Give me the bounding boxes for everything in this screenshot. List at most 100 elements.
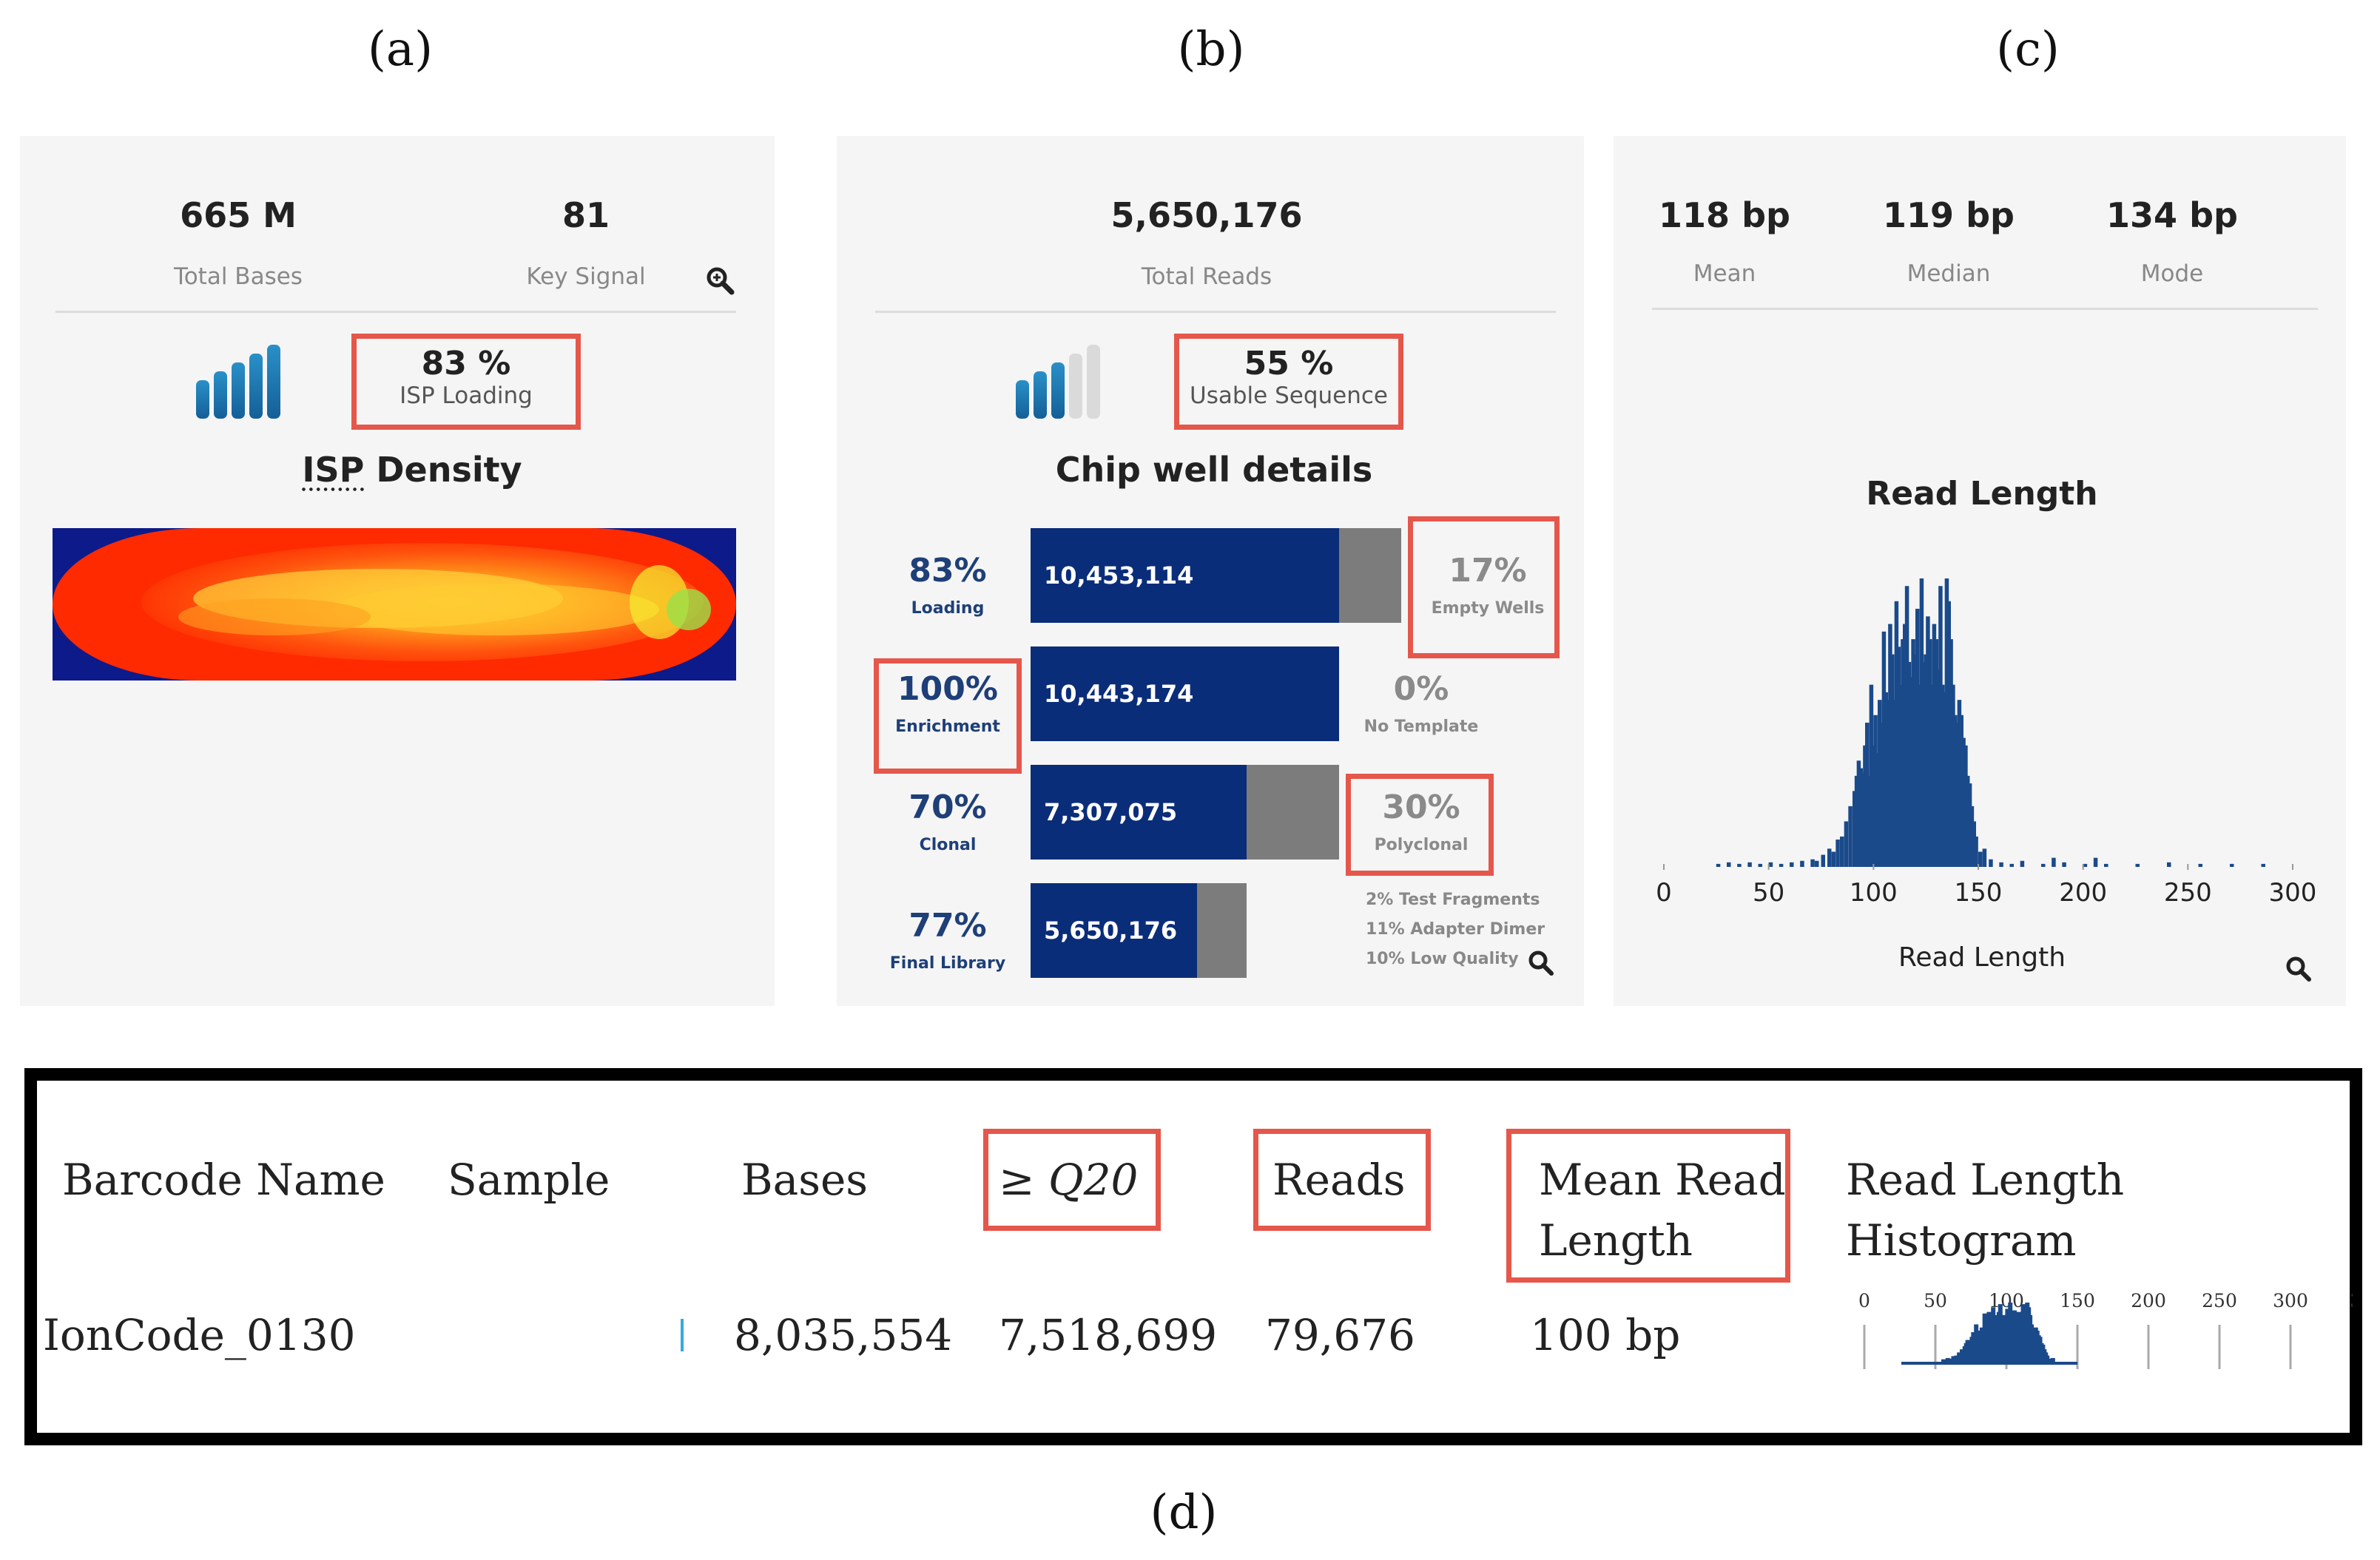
histogram-bar	[1957, 700, 1962, 867]
histogram-bar	[1800, 860, 1804, 867]
histogram-bar	[1856, 760, 1861, 867]
mean-label: Mean	[1693, 260, 1756, 287]
mini-histogram-bar	[1951, 1356, 1956, 1362]
cell-mean-length: 100 bp	[1530, 1310, 1681, 1360]
histogram-bar	[1941, 684, 1945, 867]
histogram-bar	[1921, 661, 1926, 867]
histogram-bar	[1894, 601, 1899, 867]
histogram-bar	[1955, 723, 1960, 867]
histogram-bar	[1949, 639, 1953, 867]
empty-wells-pct: 17%	[1449, 552, 1527, 590]
histogram-bar	[1758, 863, 1762, 867]
cell-bases: 8,035,554	[734, 1310, 953, 1360]
divider	[55, 311, 736, 313]
no-template-pct: 0%	[1393, 670, 1449, 708]
zoom-icon[interactable]	[1528, 950, 1554, 976]
histogram-bar	[1907, 661, 1912, 867]
histogram-bar	[1934, 639, 1938, 867]
median-label: Median	[1907, 260, 1991, 287]
barcode-table: Barcode Name Sample Bases ≥ Q20 Reads Me…	[24, 1068, 2362, 1445]
clonal-pct: 70%	[908, 789, 987, 826]
x-tick-label: 100	[1850, 878, 1898, 908]
final-library-bar[interactable]: 5,650,176	[1031, 883, 1197, 978]
cell-barcode[interactable]: IonCode_0130	[43, 1310, 356, 1360]
clonal-label: Clonal	[919, 836, 977, 854]
histogram-bar	[1863, 745, 1867, 867]
histogram-bar	[1961, 737, 1966, 867]
x-axis-ticks: 0 50 100 150 200 250 300	[1656, 864, 2316, 908]
histogram-bar	[2083, 863, 2088, 867]
isp-density-heatmap[interactable]	[53, 528, 736, 681]
header-read-length-histogram: Read Length Histogram	[1846, 1155, 2125, 1266]
header-bases: Bases	[741, 1155, 869, 1205]
text-cursor	[681, 1319, 684, 1351]
histogram-bar	[2261, 863, 2265, 867]
loading-pct: 83%	[908, 552, 987, 590]
total-reads-label: Total Reads	[1141, 263, 1272, 290]
header-sample: Sample	[448, 1155, 610, 1205]
mini-histogram-bar	[1954, 1355, 1959, 1362]
empty-wells-highlight	[1408, 516, 1560, 658]
histogram-bar	[1919, 578, 1924, 867]
enrichment-highlight	[874, 658, 1022, 774]
isp-loading-label: ISP Loading	[400, 382, 533, 409]
histogram-bar	[1878, 700, 1882, 867]
isp-loading-highlight	[351, 334, 581, 430]
histogram-bar	[1951, 684, 1955, 867]
isp-density-title: ISP Density	[302, 450, 522, 490]
final-library-count: 5,650,176	[1044, 916, 1178, 945]
histogram-bar	[2135, 863, 2140, 867]
histogram-bar	[1982, 848, 1987, 867]
polyclonal-bar[interactable]	[1247, 765, 1339, 860]
mini-histogram-bar	[2045, 1355, 2050, 1362]
x-tick-label: 300	[2269, 878, 2317, 908]
loading-count: 10,453,114	[1044, 561, 1194, 590]
no-template-label: No Template	[1363, 717, 1479, 736]
key-signal-value: 81	[562, 195, 610, 235]
total-bases-value: 665 M	[180, 195, 297, 235]
histogram-bar	[1909, 677, 1913, 867]
histogram-bar	[1886, 700, 1890, 867]
histogram-bar	[1747, 862, 1752, 867]
divider	[875, 311, 1556, 313]
histogram-bar	[2104, 863, 2108, 867]
loading-bar[interactable]: 10,453,114	[1031, 528, 1339, 623]
histogram-bar	[1848, 806, 1853, 867]
signal-bars-icon	[1016, 345, 1100, 419]
empty-wells-bar[interactable]	[1339, 528, 1401, 623]
mini-histogram-bars	[1941, 1303, 2055, 1362]
mini-histogram-bar	[1957, 1352, 1962, 1362]
mode-label: Mode	[2140, 260, 2204, 287]
x-tick-label: 200	[2059, 878, 2107, 908]
note-test-fragments: 2% Test Fragments	[1366, 891, 1540, 909]
histogram-bar	[1915, 609, 1920, 867]
mini-histogram-bar	[1948, 1358, 1953, 1362]
mini-read-length-histogram[interactable]: 05010015020025030035	[1820, 1288, 2353, 1391]
histogram-bar	[1936, 669, 1941, 867]
mini-x-ticks: 05010015020025030035	[1858, 1290, 2353, 1369]
polyclonal-pct: 30%	[1382, 789, 1460, 826]
histogram-bar	[1884, 692, 1888, 867]
histogram-bar	[2167, 862, 2171, 867]
mean-value: 118 bp	[1659, 195, 1790, 235]
total-bases-label: Total Bases	[174, 263, 303, 290]
loading-label: Loading	[911, 599, 985, 618]
zoom-icon[interactable]	[706, 266, 735, 296]
q20-highlight	[983, 1129, 1161, 1231]
total-reads-value: 5,650,176	[1110, 195, 1303, 235]
histogram-bar	[1901, 639, 1905, 867]
histogram-bar	[2020, 860, 2025, 867]
note-adapter-dimer: 11% Adapter Dimer	[1366, 920, 1545, 939]
histogram-bar	[1768, 862, 1773, 867]
histogram-bar	[1871, 745, 1875, 867]
histogram-bar	[1779, 863, 1784, 867]
clonal-bar[interactable]: 7,307,075	[1031, 765, 1247, 860]
mode-value: 134 bp	[2106, 195, 2238, 235]
isp-loading-value: 83 %	[421, 345, 511, 382]
polyclonal-label: Polyclonal	[1374, 836, 1469, 854]
histogram-bar	[1903, 624, 1907, 867]
zoom-icon[interactable]	[2285, 956, 2312, 982]
histogram-bar	[1867, 775, 1872, 867]
enrichment-bar[interactable]: 10,443,174	[1031, 646, 1339, 741]
filtered-bar[interactable]	[1197, 883, 1247, 978]
